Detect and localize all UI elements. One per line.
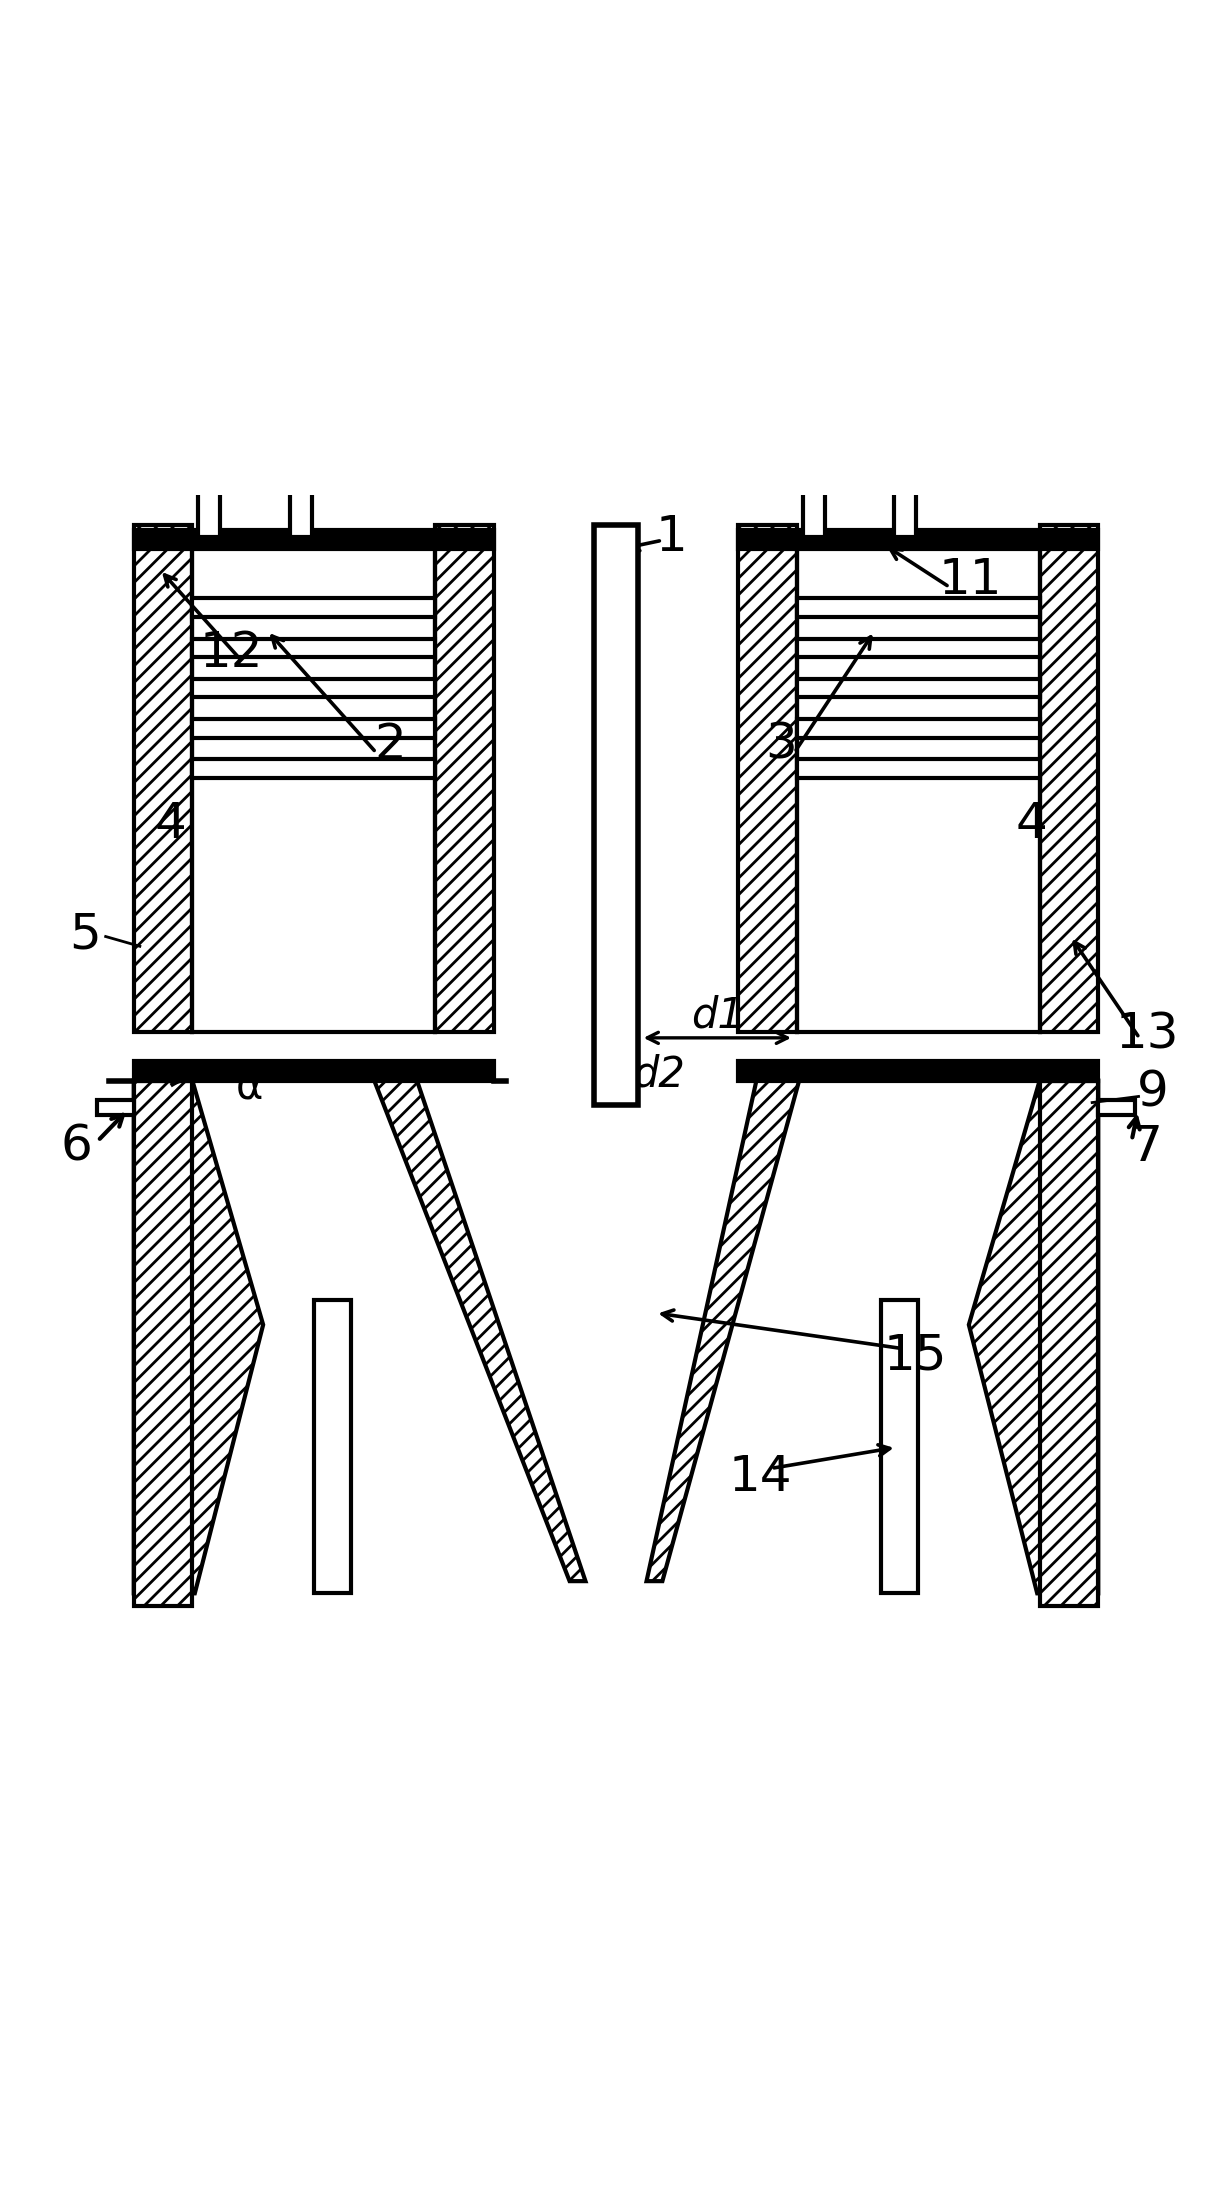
Bar [134,1061,494,1081]
Bar [797,678,1040,696]
Bar [797,718,1040,738]
Bar [803,457,824,537]
Text: 5: 5 [69,911,101,959]
Text: 14: 14 [728,1454,792,1501]
Bar [192,639,435,656]
Text: d2: d2 [632,1054,685,1096]
Bar [134,530,494,550]
Bar [594,526,638,1105]
Bar [1040,1081,1098,1604]
Text: 7: 7 [1131,1123,1163,1171]
Bar [738,526,797,1032]
Bar [797,599,1040,617]
Text: 9: 9 [1137,1070,1169,1116]
Bar [134,1081,192,1604]
Text: 11: 11 [939,557,1002,603]
Bar [192,760,435,778]
Polygon shape [968,1081,1098,1593]
Bar [797,639,1040,656]
Polygon shape [647,1081,800,1580]
Text: 6: 6 [60,1123,92,1171]
Text: 2: 2 [375,720,407,769]
Bar [1040,526,1098,1032]
Bar [192,718,435,738]
Bar [738,1061,1098,1081]
Bar [192,599,435,617]
Bar [134,526,192,1032]
Text: d1: d1 [691,994,744,1036]
Text: 15: 15 [883,1330,947,1379]
Bar [192,678,435,696]
Text: 1: 1 [655,513,686,561]
Text: 12: 12 [200,630,264,676]
Bar [198,457,221,537]
Bar [881,1299,918,1593]
Text: 4: 4 [154,800,186,849]
Bar [738,530,1098,550]
Polygon shape [134,1081,264,1593]
Polygon shape [375,1081,585,1580]
Text: 3: 3 [765,720,797,769]
Text: α: α [237,1067,264,1109]
Bar [1098,1101,1135,1114]
Bar [435,526,494,1032]
Bar [290,457,312,537]
Bar [894,457,917,537]
Text: 13: 13 [1115,1010,1179,1059]
Text: 4: 4 [1015,800,1047,849]
Bar [314,1299,351,1593]
Bar [97,1101,134,1114]
Bar [797,760,1040,778]
